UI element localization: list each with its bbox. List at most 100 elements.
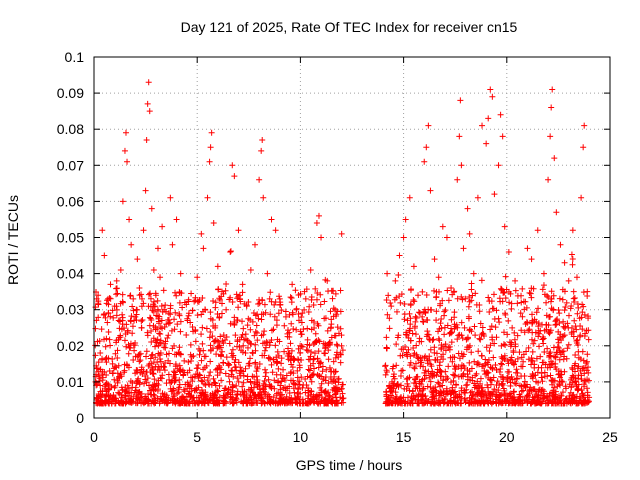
background-point (308, 378, 315, 385)
data-point (581, 122, 588, 129)
background-point (523, 319, 530, 326)
background-point (516, 391, 523, 398)
background-point (119, 321, 126, 328)
background-point (202, 396, 209, 403)
background-point (458, 293, 465, 300)
background-point (145, 382, 152, 389)
data-point (266, 393, 273, 400)
background-point (155, 342, 162, 349)
background-point (310, 356, 317, 363)
background-point (310, 302, 317, 309)
background-point (165, 357, 172, 364)
background-point (382, 362, 389, 369)
data-point (208, 129, 215, 136)
background-point (199, 399, 206, 406)
background-point (313, 296, 320, 303)
data-points (92, 79, 593, 407)
background-point (315, 348, 322, 355)
background-point (521, 372, 528, 379)
data-point (495, 162, 502, 169)
background-point (286, 383, 293, 390)
background-point (458, 332, 465, 339)
background-point (517, 310, 524, 317)
background-point (383, 334, 390, 341)
background-point (337, 287, 344, 294)
background-point (288, 299, 295, 306)
background-point (436, 362, 443, 369)
background-point (540, 282, 547, 289)
background-point (166, 316, 172, 323)
background-point (435, 328, 442, 335)
background-point (390, 371, 397, 378)
data-point (177, 270, 184, 277)
data-point (489, 93, 496, 100)
background-point (305, 366, 312, 373)
background-point (263, 369, 270, 376)
background-point (138, 318, 145, 325)
background-point (529, 311, 536, 318)
background-point (569, 255, 576, 262)
background-point (131, 347, 138, 354)
background-point (540, 340, 547, 347)
background-point (331, 373, 338, 380)
background-point (397, 352, 404, 359)
background-point (186, 367, 193, 374)
data-point (450, 371, 457, 378)
background-point (130, 342, 137, 349)
background-point (549, 360, 556, 367)
background-point (261, 400, 268, 407)
background-point (551, 353, 558, 360)
background-point (555, 339, 562, 346)
data-point (167, 194, 174, 201)
background-point (188, 290, 195, 297)
data-point (103, 335, 110, 342)
background-point (485, 356, 492, 363)
background-point (460, 362, 467, 369)
background-point (558, 392, 565, 399)
background-point (583, 327, 590, 334)
background-point (240, 392, 247, 399)
background-point (424, 383, 431, 390)
background-point (110, 398, 117, 405)
background-point (252, 341, 259, 348)
y-tick-label: 0.05 (57, 230, 84, 246)
data-point (524, 245, 531, 252)
background-point (314, 355, 321, 362)
background-point (461, 395, 468, 402)
background-point (247, 326, 254, 333)
background-point (232, 356, 239, 363)
data-point (406, 194, 413, 201)
background-point (189, 307, 196, 314)
background-point (508, 305, 515, 312)
background-point (294, 390, 301, 397)
background-point (259, 352, 266, 359)
data-point (458, 162, 465, 169)
background-point (221, 387, 228, 394)
background-point (521, 397, 528, 404)
data-point (404, 375, 411, 382)
data-point (229, 162, 236, 169)
background-point (386, 325, 393, 332)
background-point (103, 359, 110, 366)
background-point (510, 361, 517, 368)
background-point (539, 286, 546, 293)
background-point (256, 392, 263, 399)
y-tick-label: 0 (76, 410, 84, 426)
background-point (303, 382, 310, 389)
data-point (194, 274, 201, 281)
background-point (325, 356, 332, 363)
background-point (459, 335, 466, 342)
background-point (411, 364, 418, 371)
background-point (150, 335, 157, 342)
background-point (136, 358, 143, 365)
background-point (210, 338, 217, 345)
y-tick-labels: 0 0.01 0.02 0.03 0.04 0.05 0.06 0.07 0.08 0.09 0.1 (57, 49, 84, 426)
y-tick-label: 0.04 (57, 266, 84, 282)
background-point (502, 310, 509, 317)
background-point (240, 342, 247, 349)
background-point (185, 358, 192, 365)
background-point (509, 324, 516, 331)
background-point (471, 358, 478, 365)
background-point (490, 374, 497, 381)
background-point (570, 374, 577, 381)
